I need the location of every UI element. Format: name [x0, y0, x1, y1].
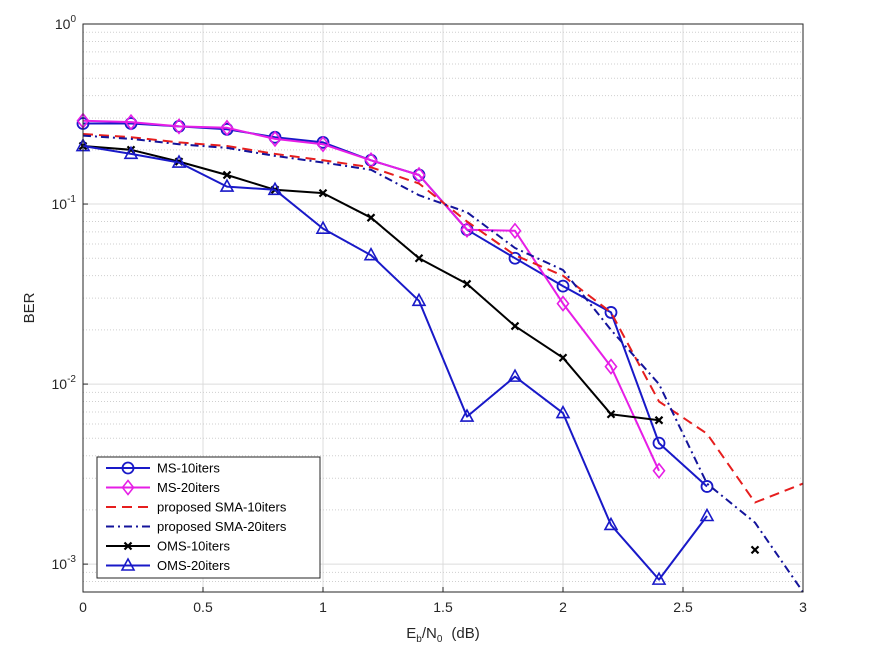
- y-tick-base: 10: [52, 196, 68, 212]
- legend-marker-oms-10iters: [123, 541, 133, 551]
- legend-marker-ms-10iters: [121, 461, 135, 475]
- legend-label-oms-10iters: OMS-10iters: [157, 539, 230, 554]
- data-point-oms-20iters: [123, 145, 139, 160]
- data-point-oms-20iters: [603, 516, 619, 531]
- x-tick-label: 3: [799, 599, 807, 615]
- data-point-ms-20iters: [508, 222, 522, 240]
- data-point-oms-10iters: [318, 188, 328, 198]
- y-tick-label: 10-1: [52, 194, 77, 212]
- legend-entry-proposed-sma-10iters: proposed SMA-10iters: [106, 500, 287, 515]
- y-axis-label: BER: [21, 292, 38, 323]
- data-point-oms-20iters: [315, 220, 331, 234]
- series-line-oms-20iters: [82, 145, 708, 581]
- y-tick-base: 10: [55, 16, 71, 32]
- data-point-oms-10iters: [366, 213, 376, 222]
- data-point-oms-10iters: [606, 409, 616, 419]
- data-point-ms-20iters: [460, 221, 474, 239]
- legend-entry-ms-10iters: MS-10iters: [106, 461, 220, 476]
- data-point-oms-20iters: [459, 408, 475, 422]
- x-tick-label: 2.5: [673, 599, 693, 615]
- legend-label-oms-20iters: OMS-20iters: [157, 558, 230, 573]
- legend-label-ms-20iters: MS-20iters: [157, 480, 220, 495]
- data-point-ms-20iters: [124, 113, 138, 131]
- y-tick-base: 10: [52, 556, 68, 572]
- series-proposed-sma-20iters: [82, 134, 804, 593]
- data-point-oms-20iters: [555, 404, 571, 419]
- y-tick-exponent: -3: [67, 554, 76, 565]
- series-line-ms-20iters: [82, 119, 660, 472]
- x-axis-label-unit: (dB): [451, 625, 479, 642]
- data-point-oms-20iters: [699, 507, 715, 522]
- y-tick-base: 10: [52, 376, 68, 392]
- series-line-proposed-sma-10iters: [82, 133, 804, 504]
- x-tick-label: 0.5: [193, 599, 213, 615]
- data-point-ms-20iters: [412, 166, 426, 184]
- data-point-ms-10iters: [700, 480, 714, 493]
- x-axis-label-sub2: 0: [437, 634, 443, 645]
- data-point-ms-20iters: [268, 130, 282, 148]
- data-point-ms-20iters: [172, 118, 186, 135]
- y-tick-label: 100: [55, 14, 77, 32]
- y-tick-label: 10-2: [52, 374, 77, 392]
- x-axis-label-main: E: [406, 625, 416, 642]
- data-point-isolated: [750, 545, 760, 555]
- series-line-proposed-sma-20iters: [82, 134, 804, 593]
- y-tick-exponent: -1: [67, 194, 76, 205]
- legend-entry-proposed-sma-20iters: proposed SMA-20iters: [106, 519, 287, 534]
- legend-marker-ms-20iters: [121, 479, 135, 496]
- data-point-oms-20iters: [267, 181, 283, 196]
- data-point-oms-10iters: [414, 253, 424, 263]
- x-tick-label: 2: [559, 599, 567, 615]
- legend-box: [96, 456, 321, 579]
- x-axis-label-sub: b: [416, 634, 422, 645]
- data-point-oms-20iters: [171, 154, 187, 168]
- x-axis-label: Eb/N0 (dB): [406, 625, 479, 645]
- data-point-ms-10iters: [556, 279, 570, 293]
- series-oms-20iters: [75, 137, 715, 585]
- data-point-ms-20iters: [556, 295, 570, 312]
- data-point-oms-10iters: [462, 279, 472, 289]
- x-tick-label: 0: [79, 599, 87, 615]
- data-point-oms-10iters: [222, 170, 232, 180]
- data-point-oms-20iters: [507, 368, 523, 382]
- legend-marker-oms-20iters: [120, 557, 136, 571]
- x-axis-label-mid: /N: [422, 625, 437, 642]
- legend-entry-ms-20iters: MS-20iters: [106, 479, 220, 496]
- data-point-oms-20iters: [651, 571, 667, 585]
- data-point-oms-10iters: [510, 321, 520, 331]
- series-proposed-sma-10iters: [82, 133, 804, 504]
- x-tick-label: 1.5: [433, 599, 453, 615]
- data-point-ms-20iters: [220, 119, 234, 137]
- x-tick-label: 1: [319, 599, 327, 615]
- legend-label-proposed-sma-10iters: proposed SMA-10iters: [157, 500, 287, 515]
- y-tick-exponent: -2: [67, 374, 76, 385]
- data-point-oms-20iters: [411, 292, 427, 307]
- data-point-ms-20iters: [316, 135, 330, 153]
- data-point-oms-10iters: [654, 415, 664, 425]
- legend-entry-oms-10iters: OMS-10iters: [106, 539, 230, 554]
- legend-label-ms-10iters: MS-10iters: [157, 461, 220, 476]
- data-point-oms-20iters: [363, 246, 379, 261]
- data-point-ms-10iters: [652, 436, 666, 450]
- y-tick-label: 10-3: [52, 554, 77, 572]
- legend-entry-oms-20iters: OMS-20iters: [106, 557, 230, 573]
- data-point-oms-20iters: [219, 178, 235, 192]
- data-point-ms-20iters: [652, 462, 666, 480]
- data-point-ms-20iters: [604, 358, 618, 375]
- y-tick-exponent: 0: [70, 14, 76, 25]
- legend: MS-10iters MS-20iters proposed SMA-10iters…: [96, 456, 321, 579]
- data-point-ms-10iters: [604, 306, 618, 319]
- legend-label-proposed-sma-20iters: proposed SMA-20iters: [157, 519, 287, 534]
- data-point-oms-10iters: [558, 353, 568, 363]
- series-group: [75, 112, 804, 593]
